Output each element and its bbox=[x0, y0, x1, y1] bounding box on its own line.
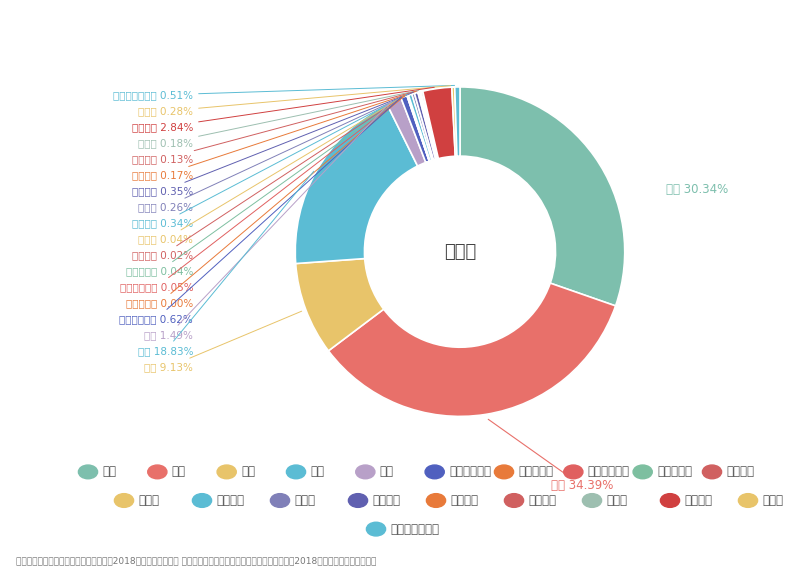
Wedge shape bbox=[401, 96, 430, 162]
Wedge shape bbox=[454, 87, 460, 156]
Text: イギリス 0.34%: イギリス 0.34% bbox=[132, 94, 407, 228]
Text: アメリカ 2.84%: アメリカ 2.84% bbox=[132, 88, 434, 132]
Text: フランス 0.35%: フランス 0.35% bbox=[132, 92, 413, 196]
Text: フィリピン: フィリピン bbox=[657, 466, 692, 478]
Text: オーストラリア: オーストラリア bbox=[390, 523, 439, 535]
Text: ドイツ 0.26%: ドイツ 0.26% bbox=[138, 93, 410, 212]
Text: インドネシア 0.05%: インドネシア 0.05% bbox=[119, 96, 405, 292]
Text: 中国: 中国 bbox=[310, 466, 325, 478]
Text: ロシア: ロシア bbox=[606, 494, 627, 507]
Text: イタリア: イタリア bbox=[450, 494, 478, 507]
Text: 中国 18.83%: 中国 18.83% bbox=[138, 171, 314, 356]
Text: インドネシア: インドネシア bbox=[588, 466, 630, 478]
Wedge shape bbox=[387, 98, 426, 166]
Wedge shape bbox=[408, 95, 430, 161]
Text: オーストラリア 0.51%: オーストラリア 0.51% bbox=[113, 85, 454, 100]
Wedge shape bbox=[407, 96, 430, 161]
Text: 香港: 香港 bbox=[241, 466, 255, 478]
Text: フランス: フランス bbox=[373, 494, 401, 507]
Wedge shape bbox=[418, 92, 437, 159]
Wedge shape bbox=[409, 94, 432, 161]
Wedge shape bbox=[460, 87, 625, 306]
Wedge shape bbox=[422, 87, 455, 158]
Text: カナダ: カナダ bbox=[762, 494, 783, 507]
Text: インド 0.04%: インド 0.04% bbox=[138, 95, 406, 244]
Text: ベトナム: ベトナム bbox=[726, 466, 754, 478]
Wedge shape bbox=[412, 93, 434, 160]
Text: マレーシア 0.00%: マレーシア 0.00% bbox=[126, 96, 404, 308]
Text: イタリア 0.17%: イタリア 0.17% bbox=[132, 92, 416, 180]
Wedge shape bbox=[452, 87, 457, 156]
Text: シンガポール 0.62%: シンガポール 0.62% bbox=[119, 97, 402, 324]
Wedge shape bbox=[296, 259, 384, 351]
Text: インド: インド bbox=[138, 494, 159, 507]
Wedge shape bbox=[420, 92, 438, 159]
Text: スペイン 0.13%: スペイン 0.13% bbox=[132, 91, 418, 164]
Text: マレーシア: マレーシア bbox=[518, 466, 554, 478]
Wedge shape bbox=[329, 283, 615, 416]
Text: 韓国: 韓国 bbox=[102, 466, 117, 478]
Wedge shape bbox=[407, 96, 430, 161]
Text: カナダ 0.28%: カナダ 0.28% bbox=[138, 86, 450, 116]
Text: イギリス: イギリス bbox=[216, 494, 245, 507]
Wedge shape bbox=[421, 91, 438, 159]
Text: ベトナム 0.02%: ベトナム 0.02% bbox=[132, 96, 405, 260]
Text: アメリカ: アメリカ bbox=[685, 494, 712, 507]
Wedge shape bbox=[408, 96, 430, 161]
Wedge shape bbox=[295, 104, 418, 264]
Text: 台湾: 台湾 bbox=[172, 466, 186, 478]
Text: タイ: タイ bbox=[380, 466, 394, 478]
Text: 台湾 34.39%: 台湾 34.39% bbox=[488, 419, 613, 492]
Text: 調査方法：「訪日外国人消費動向調査（2018年）国籍・地域別 都道府県別訪問率」および「訪日外客数統計（2018年）」より訪日ラボ推計: 調査方法：「訪日外国人消費動向調査（2018年）国籍・地域別 都道府県別訪問率」… bbox=[16, 556, 376, 565]
Text: タイ 1.49%: タイ 1.49% bbox=[144, 101, 391, 340]
Text: ロシア 0.18%: ロシア 0.18% bbox=[138, 90, 418, 148]
Text: 香港 9.13%: 香港 9.13% bbox=[144, 311, 302, 372]
Text: フィリピン 0.04%: フィリピン 0.04% bbox=[126, 96, 405, 276]
Text: 沖縄県: 沖縄県 bbox=[444, 243, 476, 261]
Text: ドイツ: ドイツ bbox=[294, 494, 315, 507]
Text: 韓国 30.34%: 韓国 30.34% bbox=[666, 182, 728, 196]
Wedge shape bbox=[414, 93, 436, 160]
Text: スペイン: スペイン bbox=[529, 494, 557, 507]
Wedge shape bbox=[407, 96, 430, 161]
Text: シンガポール: シンガポール bbox=[449, 466, 491, 478]
